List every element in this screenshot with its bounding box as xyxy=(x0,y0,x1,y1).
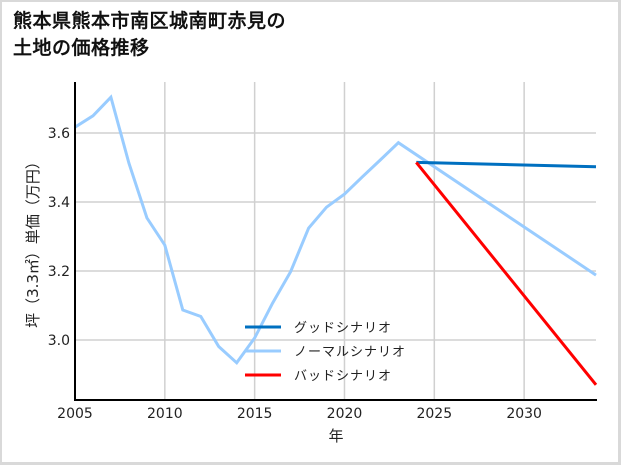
y-tick-label: 3.0 xyxy=(48,333,70,349)
x-tick-label: 2010 xyxy=(147,406,183,422)
chart-title: 熊本県熊本市南区城南町赤見の 土地の価格推移 xyxy=(13,8,286,62)
legend-label: グッドシナリオ xyxy=(294,321,392,336)
x-tick-labels: 2005 2010 2015 2020 2025 2030 xyxy=(57,406,542,422)
y-tick-label: 3.2 xyxy=(48,264,70,280)
y-tick-label: 3.6 xyxy=(48,126,70,142)
x-tick-label: 2005 xyxy=(57,406,93,422)
x-tick-label: 2015 xyxy=(237,406,273,422)
y-tick-labels: 3.0 3.2 3.4 3.6 xyxy=(48,126,70,349)
gridlines xyxy=(74,82,596,400)
legend-label: ノーマルシナリオ xyxy=(294,345,406,360)
x-tick-label: 2020 xyxy=(327,406,363,422)
series-line xyxy=(415,161,598,386)
x-axis-label: 年 xyxy=(328,427,343,445)
x-tick-label: 2030 xyxy=(506,406,542,422)
axes xyxy=(74,82,597,401)
series-line xyxy=(416,160,597,169)
chart-title-line2: 土地の価格推移 xyxy=(13,37,150,59)
x-tick-label: 2025 xyxy=(416,406,452,422)
chart-title-line1: 熊本県熊本市南区城南町赤見の xyxy=(13,10,287,32)
legend-label: バッドシナリオ xyxy=(294,369,392,384)
y-tick-label: 3.4 xyxy=(48,195,70,211)
series-lines xyxy=(74,94,598,386)
y-axis-label: 坪（3.3㎡）単価（万円） xyxy=(24,154,42,328)
